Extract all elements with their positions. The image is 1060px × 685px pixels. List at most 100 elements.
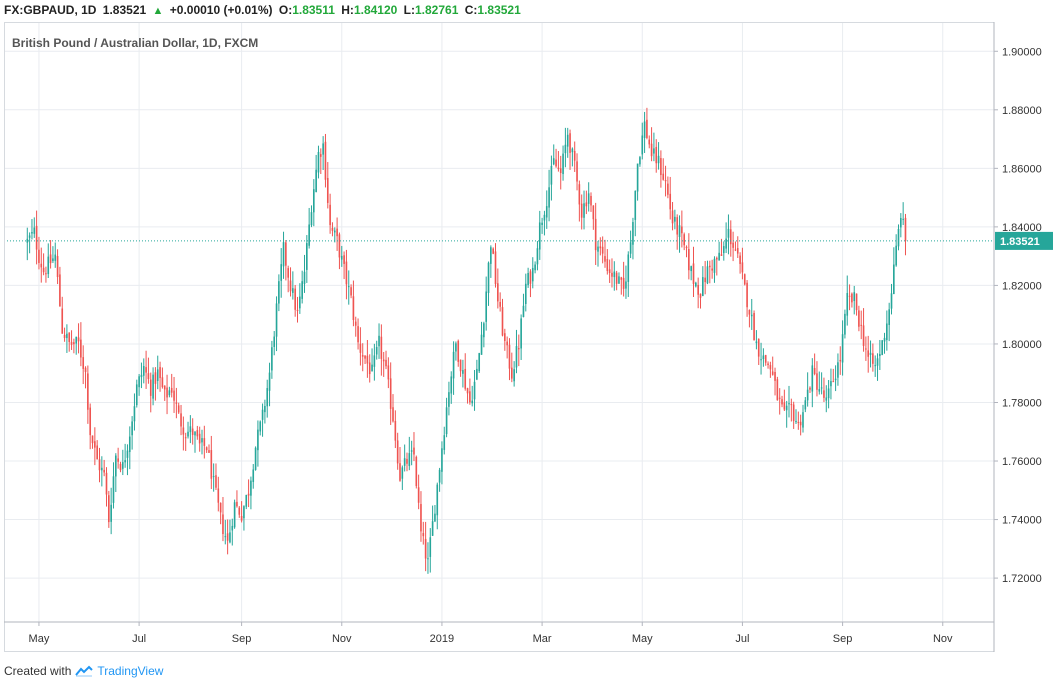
- candle-down: [573, 150, 576, 161]
- candle-down: [326, 178, 329, 203]
- candle-up: [890, 293, 893, 309]
- candle-down: [711, 268, 713, 271]
- candle-down: [646, 119, 648, 138]
- candle-up: [545, 206, 548, 218]
- candle-down: [413, 447, 415, 455]
- candle-down: [590, 195, 592, 206]
- candle-down: [697, 284, 699, 295]
- candle-up: [462, 370, 464, 374]
- candle-down: [240, 515, 243, 521]
- symbol-label[interactable]: FX:GBPAUD, 1D: [4, 3, 97, 17]
- chart-area[interactable]: 1.83521 1.72000 1.74000 1.76000 1.78000 1.80…: [4, 22, 1053, 652]
- candle-up: [445, 407, 448, 435]
- candle-down: [715, 257, 718, 260]
- candle-down: [198, 433, 201, 444]
- candle-up: [450, 376, 453, 394]
- candle-down: [166, 387, 168, 398]
- candle-down: [555, 159, 557, 167]
- candle-down: [683, 234, 686, 246]
- candle-down: [87, 373, 89, 410]
- candle-down: [217, 488, 220, 503]
- candle-up: [201, 438, 203, 443]
- candle-down: [704, 277, 706, 283]
- candle-down: [226, 533, 229, 541]
- candle-down: [904, 217, 907, 241]
- candle-down: [161, 377, 164, 388]
- candle-up: [28, 235, 31, 238]
- candle-down: [862, 325, 865, 346]
- candle-down: [415, 456, 418, 487]
- candle-up: [841, 334, 844, 363]
- symbol-header: FX:GBPAUD, 1D 1.83521 ▲ +0.00010 (+0.01%…: [4, 3, 524, 21]
- candle-up: [550, 165, 553, 185]
- candle-down: [210, 450, 213, 479]
- candle-up: [625, 281, 627, 289]
- candle-up: [879, 353, 881, 357]
- candle-up: [126, 450, 129, 458]
- candle-up: [634, 190, 637, 220]
- candle-down: [464, 368, 467, 389]
- candle-up: [785, 405, 788, 411]
- candle-down: [681, 226, 683, 234]
- candle-down: [813, 367, 816, 375]
- x-tick-label: Nov: [332, 633, 352, 645]
- candle-down: [492, 248, 494, 254]
- candle-up: [233, 502, 236, 528]
- candle-up: [250, 480, 252, 496]
- candle-up: [587, 193, 590, 204]
- candle-down: [736, 248, 739, 254]
- up-arrow-icon: ▲: [152, 5, 164, 17]
- candle-down: [45, 273, 47, 275]
- candle-down: [294, 288, 296, 310]
- candle-up: [902, 218, 904, 220]
- candle-up: [264, 405, 266, 413]
- candle-down: [205, 447, 208, 451]
- candle-down: [809, 387, 811, 390]
- candle-down: [469, 391, 471, 403]
- candle-up: [522, 305, 525, 318]
- candle-up: [762, 355, 765, 360]
- candle-down: [149, 379, 152, 396]
- candle-up: [674, 216, 676, 222]
- tradingview-logo-icon: [75, 665, 94, 677]
- candle-up: [527, 273, 529, 286]
- candle-up: [564, 144, 567, 154]
- candle-down: [508, 344, 511, 369]
- candle-down: [103, 469, 105, 473]
- candle-up: [641, 135, 644, 155]
- candle-down: [867, 350, 870, 357]
- candle-down: [599, 246, 602, 249]
- candle-up: [795, 420, 797, 423]
- tradingview-brand[interactable]: TradingView: [97, 664, 164, 678]
- candle-down: [61, 308, 64, 334]
- candle-up: [133, 406, 136, 422]
- candle-up: [876, 358, 879, 366]
- candle-down: [82, 357, 85, 369]
- candle-down: [396, 440, 399, 464]
- candle-up: [110, 504, 112, 522]
- candle-up: [534, 264, 536, 271]
- candle-up: [33, 227, 36, 234]
- candle-up: [543, 214, 546, 221]
- candle-down: [790, 404, 793, 406]
- candle-up: [548, 187, 550, 208]
- candle-up: [308, 224, 310, 246]
- candlestick-chart[interactable]: 1.83521 1.72000 1.74000 1.76000 1.78000 1.80…: [4, 22, 1060, 652]
- candle-down: [529, 271, 532, 284]
- candle-down: [764, 355, 767, 363]
- low-value: 1.82761: [415, 3, 459, 17]
- candle-down: [380, 336, 383, 359]
- candles: [26, 107, 907, 574]
- candle-down: [769, 365, 772, 370]
- footer: Created with TradingView: [4, 664, 163, 678]
- candle-down: [743, 274, 746, 285]
- candle-up: [818, 389, 821, 392]
- y-tick-label: 1.86000: [1002, 163, 1042, 175]
- candle-up: [194, 431, 196, 436]
- candle-down: [799, 421, 802, 426]
- close-label: C:: [464, 3, 478, 17]
- candle-down: [753, 313, 755, 341]
- candle-up: [408, 453, 411, 467]
- candle-down: [89, 407, 92, 436]
- candle-up: [643, 121, 646, 138]
